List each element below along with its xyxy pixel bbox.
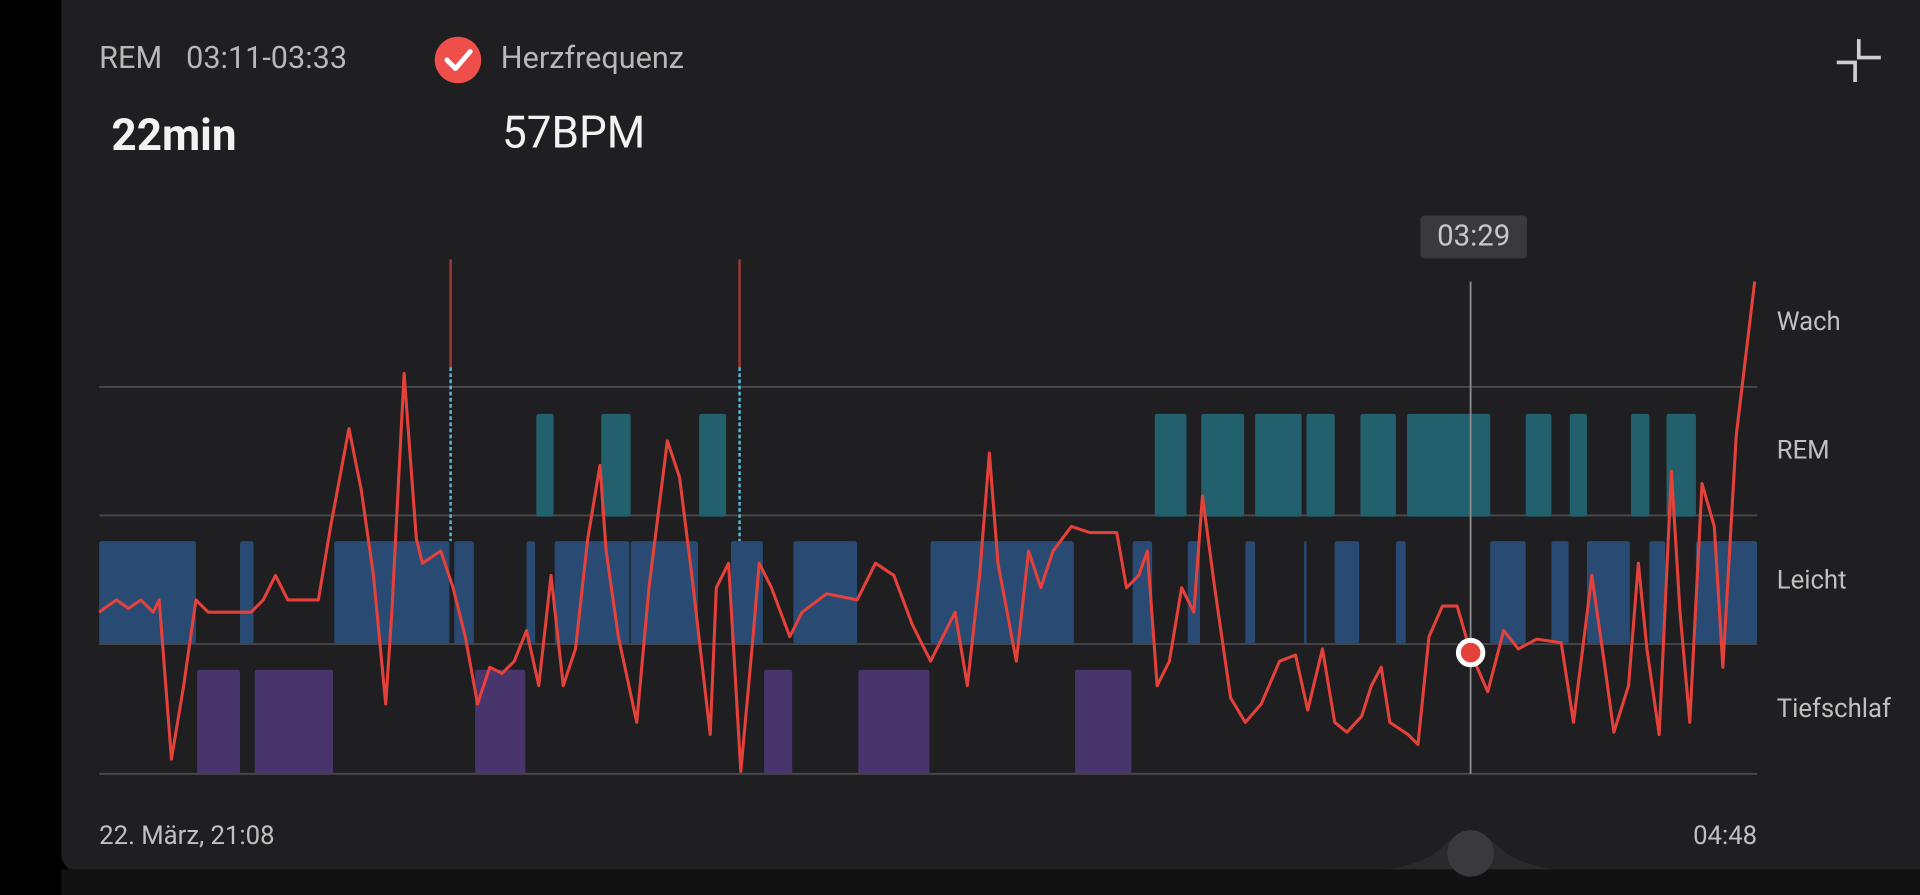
collapse-icon-top[interactable]: [1856, 39, 1881, 60]
time-range: 03:11-03:33: [186, 41, 347, 76]
rem-block: [1306, 413, 1335, 517]
heart-rate-line: [98, 281, 1757, 773]
rem-block: [1201, 413, 1245, 517]
rem-block: [536, 413, 554, 517]
rem-block: [601, 413, 631, 517]
cursor-point: [1455, 637, 1486, 668]
light-sleep-block: [630, 541, 698, 645]
deep-sleep-block: [1075, 669, 1132, 774]
light-sleep-block: [240, 541, 254, 645]
light-sleep-block: [1649, 541, 1666, 645]
metric-value: 57BPM: [502, 107, 645, 159]
duration: 22min: [111, 109, 236, 161]
start-label: 22. März, 21:08: [99, 821, 274, 851]
metric-checkbox[interactable]: [434, 36, 482, 84]
light-sleep-block: [1490, 541, 1526, 645]
light-sleep-block: [1245, 541, 1256, 645]
level-label: Wach: [1777, 307, 1841, 337]
light-sleep-block: [793, 541, 858, 645]
cursor-tooltip: [1420, 215, 1527, 259]
deep-sleep-block: [254, 669, 334, 774]
collapse-icon-bottom[interactable]: [1836, 60, 1857, 83]
rem-block: [1569, 413, 1587, 517]
rem-block: [1406, 413, 1491, 517]
deep-sleep-block: [764, 669, 793, 774]
rem-block: [1154, 413, 1187, 517]
collapse-button[interactable]: [1836, 39, 1881, 83]
light-sleep-block: [99, 541, 196, 645]
check-mark: [444, 48, 473, 72]
level-label: REM: [1777, 436, 1830, 466]
rem-block: [699, 413, 727, 517]
light-sleep-block: [554, 541, 630, 645]
rem-block: [1525, 413, 1552, 517]
level-label: Tiefschlaf: [1777, 694, 1891, 724]
level-label: Leicht: [1777, 565, 1847, 595]
deep-sleep-block: [858, 669, 930, 774]
bottom-bar: [61, 869, 1920, 895]
drag-handle[interactable]: [1447, 830, 1494, 877]
rem-block: [1631, 413, 1650, 517]
rem-block: [1360, 413, 1396, 517]
light-sleep-block: [1551, 541, 1569, 645]
check-circle[interactable]: [434, 36, 482, 84]
light-sleep-block: [1334, 541, 1360, 645]
end-label: 04:48: [1693, 821, 1757, 851]
cursor-time: 03:29: [1437, 219, 1510, 253]
deep-sleep-block: [197, 669, 240, 774]
light-sleep-block: [526, 541, 536, 645]
stage-label: REM: [99, 41, 162, 76]
metric-label: Herzfrequenz: [501, 41, 684, 76]
light-sleep-block: [1304, 541, 1307, 645]
light-sleep-block: [1395, 541, 1406, 645]
deep-sleep-block: [475, 669, 526, 774]
rem-block: [1255, 413, 1302, 517]
